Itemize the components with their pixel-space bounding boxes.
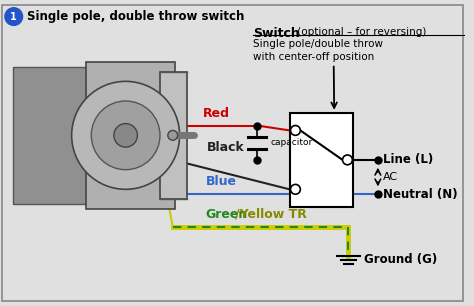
Text: Neutral (N): Neutral (N) xyxy=(383,188,457,201)
Text: capacitor: capacitor xyxy=(271,138,313,147)
Circle shape xyxy=(343,155,352,165)
Text: (optional – for reversing): (optional – for reversing) xyxy=(294,27,427,37)
Text: /Yellow TR: /Yellow TR xyxy=(235,208,307,221)
Circle shape xyxy=(5,8,23,25)
Text: Red: Red xyxy=(202,106,229,120)
Text: Blue: Blue xyxy=(206,175,237,188)
Text: Single pole/double throw: Single pole/double throw xyxy=(253,39,383,49)
Text: Line (L): Line (L) xyxy=(383,153,433,166)
Text: Single pole, double throw switch: Single pole, double throw switch xyxy=(27,10,244,23)
Text: Ground (G): Ground (G) xyxy=(364,253,438,267)
Circle shape xyxy=(72,81,180,189)
Text: 1: 1 xyxy=(10,12,17,21)
Circle shape xyxy=(168,130,178,140)
Bar xyxy=(160,72,188,199)
Circle shape xyxy=(291,185,301,194)
Circle shape xyxy=(291,125,301,135)
Text: with center-off position: with center-off position xyxy=(253,52,374,62)
Circle shape xyxy=(91,101,160,170)
Text: Switch: Switch xyxy=(253,27,300,40)
Bar xyxy=(290,113,353,207)
Circle shape xyxy=(114,124,137,147)
Text: Black: Black xyxy=(207,141,245,154)
Text: Green: Green xyxy=(205,208,247,221)
Bar xyxy=(13,67,96,204)
Text: AC: AC xyxy=(383,172,398,182)
Bar xyxy=(86,62,175,209)
